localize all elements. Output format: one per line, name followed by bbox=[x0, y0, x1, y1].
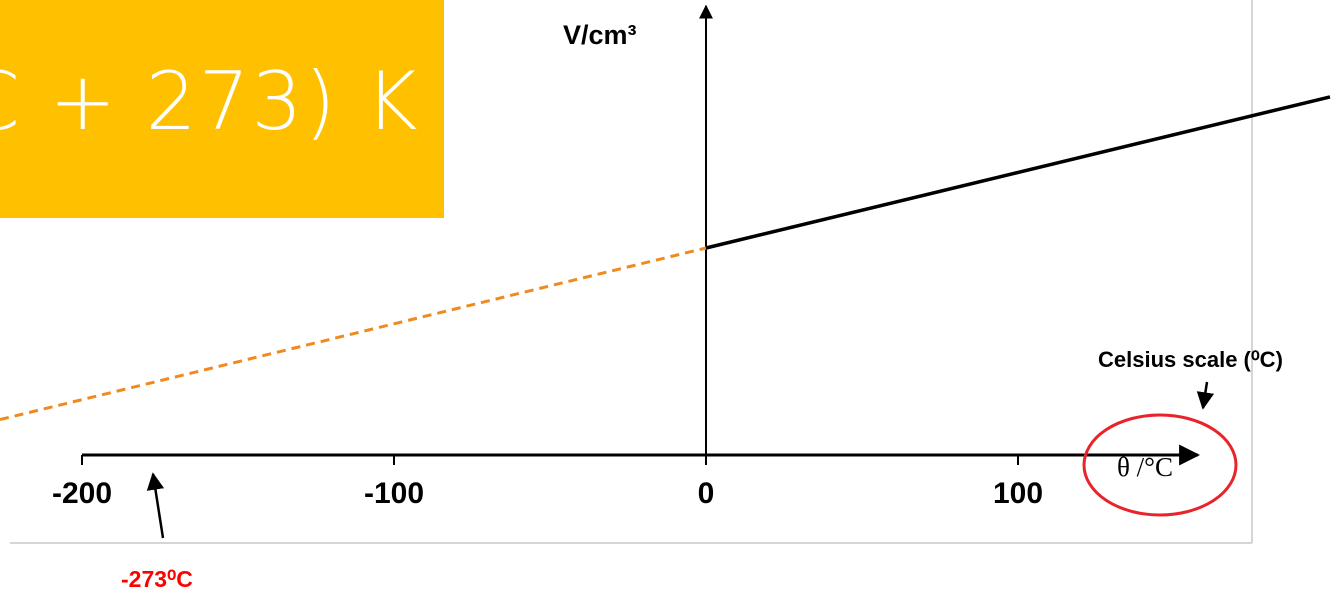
series-layer bbox=[0, 95, 1331, 422]
banner-formula-text: °C + 273) K bbox=[0, 55, 420, 148]
x-tick-label: -100 bbox=[364, 477, 424, 510]
x-tick-label: -200 bbox=[52, 477, 112, 510]
extrapolated-line-dashed bbox=[0, 246, 707, 422]
y-axis-title: V/cm³ bbox=[563, 20, 637, 50]
x-tick-label: 100 bbox=[993, 477, 1043, 510]
x-axis-title: θ /°C bbox=[1117, 452, 1173, 482]
absolute-zero-pointer-arrow bbox=[146, 472, 165, 539]
absolute-zero-label: -273⁰C bbox=[121, 566, 193, 592]
x-tick-marks bbox=[81, 455, 1019, 465]
celsius-scale-pointer-arrow bbox=[1196, 381, 1215, 410]
celsius-scale-highlight-circle bbox=[1082, 413, 1238, 517]
x-tick-label: 0 bbox=[698, 477, 715, 510]
measured-line-solid bbox=[705, 95, 1331, 250]
celsius-scale-annotation: Celsius scale (⁰C) bbox=[1098, 347, 1283, 372]
title-banner: °C + 273) K bbox=[0, 0, 444, 218]
